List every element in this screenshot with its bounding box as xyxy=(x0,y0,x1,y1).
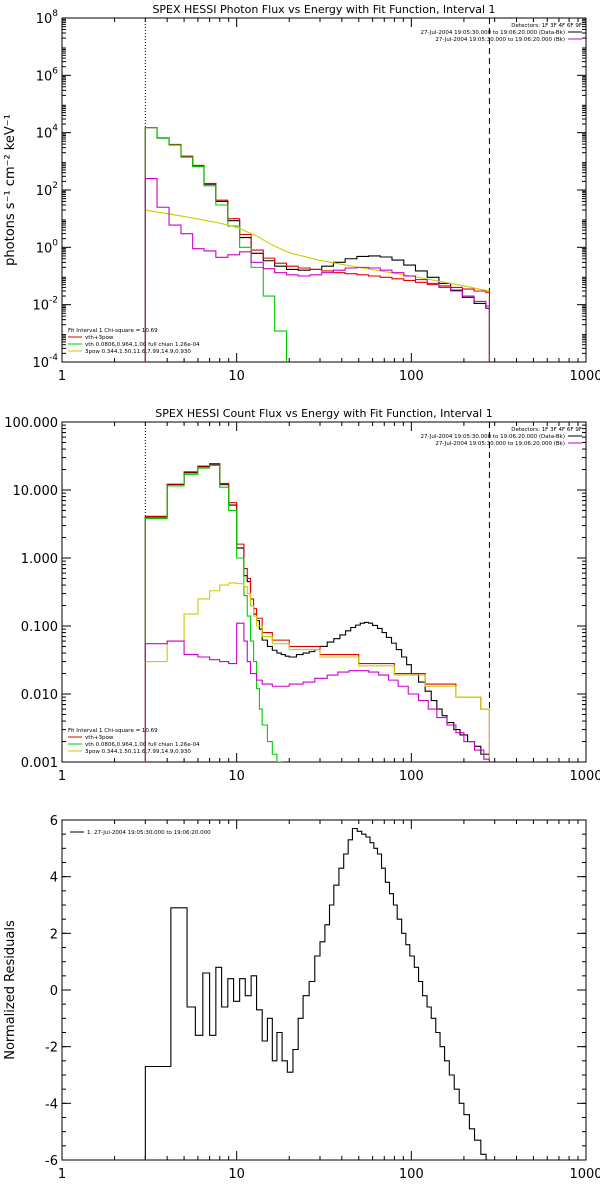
x-tick-label: 10 xyxy=(228,369,245,384)
plot-frame xyxy=(61,17,587,363)
series-1 xyxy=(144,462,490,762)
y-tick-label: 1.000 xyxy=(21,552,58,567)
y-axis-label: Normalized Residuals xyxy=(3,920,18,1060)
y-tick-label: -4 xyxy=(45,1097,58,1112)
series-4 xyxy=(144,622,490,762)
plot-frame xyxy=(61,421,587,763)
series-3 xyxy=(144,582,490,762)
series-4 xyxy=(144,178,490,362)
legend-top-text: Detectors: 1F 3F 4F 6F 9F xyxy=(511,23,582,29)
series-0 xyxy=(144,827,490,1160)
legend-bottom-text: vth+3pow xyxy=(85,335,114,341)
series-group xyxy=(144,827,490,1160)
legend-top-text: 27-Jul-2004 19:05:30.000 to 19:06:20.000… xyxy=(435,441,565,447)
y-tick-label: 0.010 xyxy=(21,688,58,703)
x-tick-label: 1000 xyxy=(569,769,600,784)
legend-bottom-text: vth+3pow xyxy=(85,735,114,741)
panel-count: SPEX HESSI Count Flux vs Energy with Fit… xyxy=(4,407,600,784)
y-tick-label: 2 xyxy=(50,927,58,942)
y-tick-label: 0.001 xyxy=(21,756,58,771)
series-3 xyxy=(145,209,490,292)
x-tick-label: 1 xyxy=(58,369,66,384)
legend-bottom-text: 3pow 0.344,1.50,11.6,7.99,14.9,0.930 xyxy=(85,349,191,355)
y-tick-label: 106 xyxy=(36,66,59,84)
legend-top-text: Detectors: 1F 3F 4F 6F 9F xyxy=(511,427,582,433)
chart-title: SPEX HESSI Count Flux vs Energy with Fit… xyxy=(155,407,492,420)
series-2 xyxy=(144,464,282,762)
legend-bottom-text: Fit Interval 1 Chi-square = 10.69 xyxy=(68,328,158,334)
series-group xyxy=(144,127,490,362)
y-tick-label: 4 xyxy=(50,871,58,886)
y-tick-label: -2 xyxy=(45,1041,58,1056)
series-2 xyxy=(144,127,288,362)
legend-top-left-text: 1. 27-Jul-2004 19:05:30.000 to 19:06:20.… xyxy=(87,830,211,836)
x-tick-label: 10 xyxy=(228,769,245,784)
legend-bottom-text: 3pow 0.344,1.50,11.6,7.99,14.9,0.930 xyxy=(85,749,191,755)
legend-top-text: 27-Jul-2004 19:05:30.000 to 19:06:20.000… xyxy=(435,37,565,43)
y-tick-label: 100 xyxy=(36,238,59,256)
y-tick-label: 102 xyxy=(36,181,58,199)
series-group xyxy=(144,462,490,762)
x-tick-label: 100 xyxy=(399,1167,424,1182)
x-tick-label: 1 xyxy=(58,769,66,784)
y-tick-label: 10.000 xyxy=(13,484,59,499)
panel-photon: SPEX HESSI Photon Flux vs Energy with Fi… xyxy=(3,3,600,384)
legend-bottom-text: Fit Interval 1 Chi-square = 10.69 xyxy=(68,728,158,734)
legend-bottom-text: vth 0.0806,0.964,1.00 full chian 1.26e-0… xyxy=(85,742,200,748)
series-0 xyxy=(144,463,490,762)
y-tick-label: 0.100 xyxy=(21,620,58,635)
legend-top-text: 27-Jul-2004 19:05:30.000 to 19:06:20.000… xyxy=(421,434,566,440)
legend-bottom-text: vth 0.0806,0.964,1.00 full chian 1.26e-0… xyxy=(85,342,200,348)
x-tick-label: 1000 xyxy=(569,369,600,384)
x-tick-label: 10 xyxy=(228,1167,245,1182)
panel-residual: 1 10 100 1000 -6 -4 -2 0 2 4 6 Normalized Residuals… xyxy=(3,814,600,1182)
y-tick-label: 6 xyxy=(50,814,58,829)
y-tick-label: 104 xyxy=(36,124,59,142)
y-tick-label: 108 xyxy=(36,9,59,27)
y-tick-label: -6 xyxy=(45,1154,58,1169)
x-tick-label: 1 xyxy=(58,1167,66,1182)
legend-top-text: 27-Jul-2004 19:05:30.000 to 19:06:20.000… xyxy=(421,30,566,36)
x-tick-label: 100 xyxy=(399,769,424,784)
y-tick-label: 10-2 xyxy=(32,296,58,314)
x-tick-label: 100 xyxy=(399,369,424,384)
y-tick-label: 0 xyxy=(50,984,58,999)
plot-frame xyxy=(61,819,587,1161)
y-tick-label: 100.000 xyxy=(4,416,58,431)
chart-title: SPEX HESSI Photon Flux vs Energy with Fi… xyxy=(152,3,495,16)
y-axis-label: photons s⁻¹ cm⁻² keV⁻¹ xyxy=(3,114,18,266)
y-tick-label: 10-4 xyxy=(32,353,58,371)
x-tick-label: 1000 xyxy=(569,1167,600,1182)
